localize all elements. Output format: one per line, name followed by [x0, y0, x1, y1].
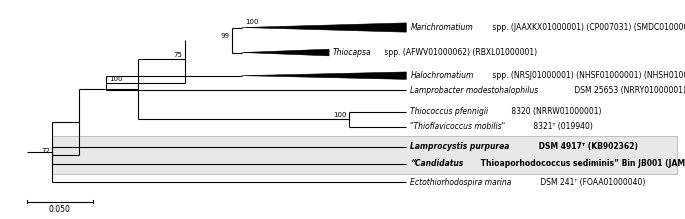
Text: Ectothiorhodospira marina: Ectothiorhodospira marina [410, 178, 512, 187]
Text: spp. (AFWV01000062) (RBXL01000001): spp. (AFWV01000062) (RBXL01000001) [382, 48, 537, 57]
Text: 72: 72 [42, 148, 51, 154]
Text: Thiococcus pfennigii: Thiococcus pfennigii [410, 107, 488, 116]
Text: 100: 100 [245, 19, 259, 25]
Text: 100: 100 [110, 76, 123, 82]
Text: Thiocapsa: Thiocapsa [333, 48, 372, 57]
Text: DSM 25653 (NRRY01000001): DSM 25653 (NRRY01000001) [573, 86, 685, 95]
Text: Halochromatium: Halochromatium [410, 71, 473, 80]
Text: Marichromatium: Marichromatium [410, 23, 473, 32]
Text: DSM 4917ᵀ (KB902362): DSM 4917ᵀ (KB902362) [536, 142, 638, 152]
Text: spp. (JAAXKX01000001) (CP007031) (SMDC01000001): spp. (JAAXKX01000001) (CP007031) (SMDC01… [490, 23, 685, 32]
Text: Thioaporhodococcus sediminis” Bin JB001 (JAMXIP010000000): Thioaporhodococcus sediminis” Bin JB001 … [477, 159, 685, 168]
Polygon shape [242, 72, 406, 79]
Polygon shape [242, 49, 329, 56]
Text: DSM 241ᵀ (FOAA01000040): DSM 241ᵀ (FOAA01000040) [538, 178, 646, 187]
Text: Lamprocystis purpurea: Lamprocystis purpurea [410, 142, 510, 152]
Text: Lamprobacter modestohalophilus: Lamprobacter modestohalophilus [410, 86, 538, 95]
Text: 8321ᵀ (019940): 8321ᵀ (019940) [531, 122, 593, 131]
Text: 0.050: 0.050 [49, 205, 71, 214]
Text: “Candidatus: “Candidatus [410, 159, 464, 168]
Text: "Thioflavicoccus mobilis": "Thioflavicoccus mobilis" [410, 122, 506, 131]
Bar [53, 136, 677, 174]
Text: 100: 100 [334, 112, 347, 118]
Text: 99: 99 [221, 33, 229, 39]
Polygon shape [242, 23, 406, 32]
Text: 8320 (NRRW01000001): 8320 (NRRW01000001) [509, 107, 601, 116]
Text: 75: 75 [174, 52, 183, 58]
Text: spp. (NRSJ01000001) (NHSF01000001) (NHSH01000001): spp. (NRSJ01000001) (NHSF01000001) (NHSH… [490, 71, 685, 80]
